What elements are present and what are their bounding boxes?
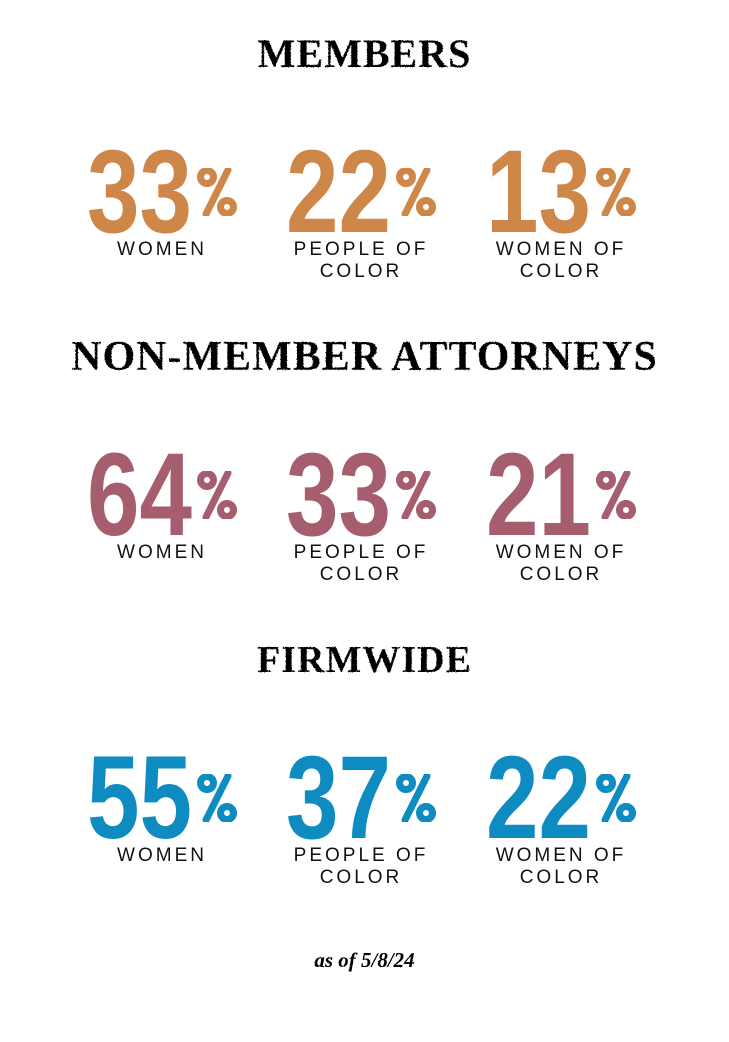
svg-text:as of 5/8/24: as of 5/8/24 [314, 948, 414, 972]
svg-text:MEMBERS: MEMBERS [258, 31, 472, 76]
svg-text:FIRMWIDE: FIRMWIDE [257, 639, 472, 681]
svg-text:NON-MEMBER ATTORNEYS: NON-MEMBER ATTORNEYS [71, 334, 658, 380]
